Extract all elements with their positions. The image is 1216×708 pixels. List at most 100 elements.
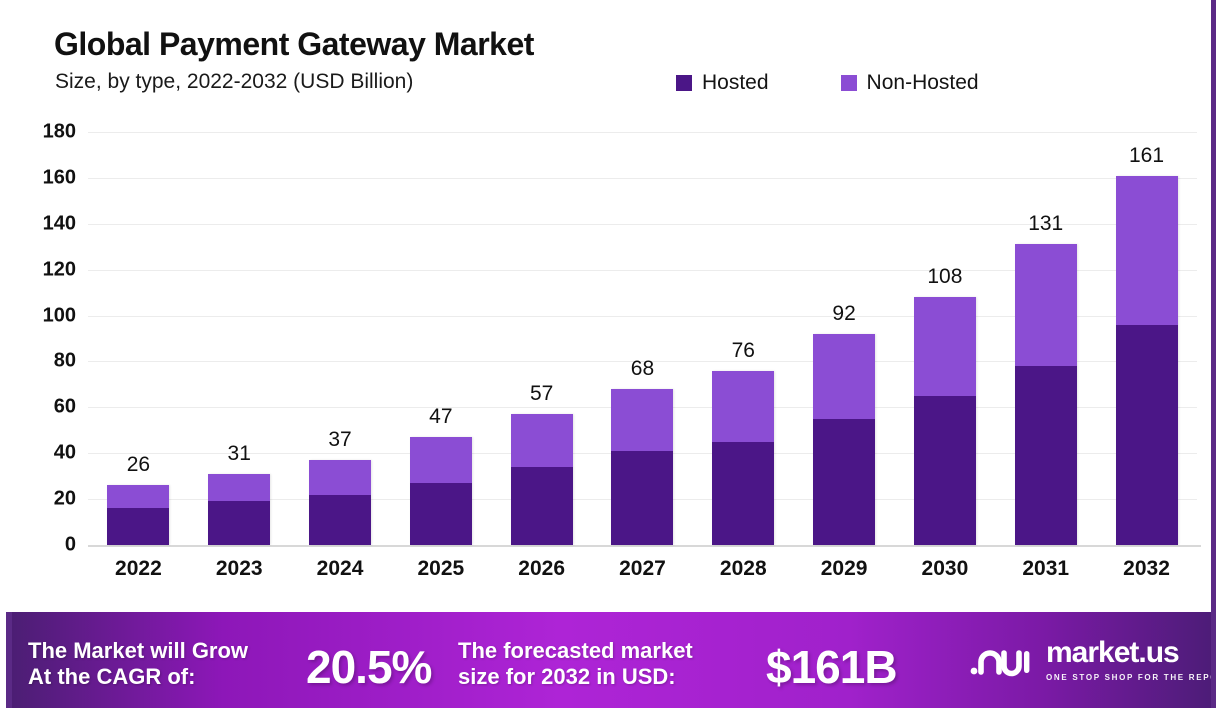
bar-stack[interactable] (1014, 244, 1077, 545)
summary-banner: The Market will Grow At the CAGR of: 20.… (0, 612, 1211, 708)
bar-segment-hosted[interactable] (611, 450, 674, 545)
square-swatch-icon (676, 75, 692, 91)
x-axis-tick-2024: 2024 (316, 557, 364, 580)
gridline (88, 177, 1197, 179)
bar-value-label: 47 (429, 405, 453, 429)
cagr-label-line1: The Market will Grow (28, 638, 249, 663)
bar-value-label: 37 (328, 428, 352, 452)
bar-group-2025[interactable]: 47 (390, 112, 491, 545)
gridline (88, 132, 1197, 133)
forecast-value: $161B (766, 641, 898, 693)
bar-stack[interactable] (813, 333, 876, 545)
y-axis-tick: 180 (42, 120, 76, 143)
y-axis-tick: 20 (53, 487, 76, 510)
gridline (88, 223, 1197, 225)
bar-segment-non-hosted[interactable] (208, 473, 271, 502)
gridline (88, 361, 1197, 363)
bar-group-2027[interactable]: 68 (592, 112, 693, 545)
bar-group-2030[interactable]: 108 (895, 112, 996, 545)
logo-wordmark: market.us (1046, 636, 1180, 669)
gridline (88, 269, 1197, 271)
cagr-value: 20.5% (306, 641, 432, 693)
banner-left-strip (6, 612, 12, 708)
bar-segment-non-hosted[interactable] (611, 389, 674, 451)
cagr-label-line2: At the CAGR of: (28, 663, 196, 689)
bar-value-label: 57 (529, 382, 554, 406)
bar-segment-hosted[interactable] (813, 418, 876, 545)
y-axis: 180 160 140 120 100 80 60 40 20 0 (0, 112, 88, 556)
bar-segment-hosted[interactable] (409, 483, 472, 545)
bar-group-2031[interactable]: 131 (995, 112, 1096, 545)
chart-header: Global Payment Gateway Market Size, by t… (0, 0, 1211, 112)
legend-label-non-hosted: Non-Hosted (866, 71, 979, 94)
bar-stack[interactable] (913, 297, 976, 545)
chart-plot-area: 180 160 140 120 100 80 60 40 20 0 26 31 37 47 57 68 76 9… (0, 112, 1211, 612)
x-axis-tick-2027: 2027 (619, 557, 666, 580)
page-title: Global Payment Gateway Market (54, 26, 534, 62)
bar-group-2022[interactable]: 26 (88, 112, 189, 545)
bar-stack[interactable] (107, 485, 170, 545)
bar-group-2029[interactable]: 92 (794, 112, 895, 545)
bar-segment-hosted[interactable] (510, 467, 573, 545)
bar-segment-non-hosted[interactable] (409, 437, 472, 484)
bar-series-group: 26 31 37 47 57 68 76 92 108 131 161 (88, 112, 1197, 545)
bar-stack[interactable] (510, 414, 573, 545)
y-axis-tick: 60 (53, 395, 76, 418)
bar-stack[interactable] (409, 437, 472, 545)
forecast-label-line2: size for 2032 in USD: (458, 663, 676, 689)
bar-segment-hosted[interactable] (309, 494, 372, 545)
bar-group-2024[interactable]: 37 (290, 112, 391, 545)
bar-group-2028[interactable]: 76 (693, 112, 794, 545)
forecast-label-line1: The forecasted market (458, 638, 693, 663)
x-axis-tick-2031: 2031 (1022, 557, 1070, 580)
x-axis-tick-2032: 2032 (1123, 557, 1170, 580)
bar-group-2023[interactable]: 31 (189, 112, 290, 545)
bar-segment-hosted[interactable] (712, 441, 775, 545)
y-axis-tick: 100 (42, 304, 76, 327)
bar-segment-non-hosted[interactable] (107, 485, 170, 509)
bar-segment-hosted[interactable] (208, 501, 271, 545)
y-axis-tick: 160 (42, 166, 76, 189)
y-axis-tick: 80 (53, 349, 76, 372)
bar-stack[interactable] (1115, 175, 1178, 545)
legend-item-non-hosted: Non-Hosted (840, 71, 979, 95)
bar-segment-hosted[interactable] (1014, 366, 1077, 545)
bar-segment-hosted[interactable] (913, 395, 976, 545)
logo-tagline: ONE STOP SHOP FOR THE REPORTS (1046, 673, 1211, 682)
bar-segment-non-hosted[interactable] (510, 414, 573, 467)
x-axis: 2022 2023 2024 2025 2026 2027 2028 2029 2030 2031… (88, 557, 1197, 581)
forecast-label: The forecasted market size for 2032 in U… (458, 638, 768, 690)
bar-stack[interactable] (208, 473, 271, 545)
x-axis-tick-2026: 2026 (518, 557, 566, 580)
bar-segment-non-hosted[interactable] (913, 297, 976, 396)
x-axis-tick-2025: 2025 (417, 557, 465, 580)
bar-group-2032[interactable]: 161 (1096, 112, 1197, 545)
chart-legend: Hosted Non-Hosted (676, 71, 979, 95)
bar-value-label: 68 (630, 356, 655, 380)
y-axis-tick: 0 (64, 533, 76, 556)
bar-value-label: 26 (126, 453, 151, 477)
bar-value-label: 31 (227, 441, 251, 465)
bar-stack[interactable] (309, 460, 372, 545)
bar-segment-non-hosted[interactable] (1014, 244, 1077, 367)
bar-segment-non-hosted[interactable] (813, 333, 876, 419)
x-axis-tick-2023: 2023 (215, 557, 263, 580)
bar-value-label: 92 (832, 301, 856, 325)
legend-item-hosted: Hosted (676, 71, 769, 95)
bar-segment-non-hosted[interactable] (712, 370, 775, 442)
brand-logo: market.us ONE STOP SHOP FOR THE REPORTS (968, 636, 1211, 683)
bar-group-2026[interactable]: 57 (491, 112, 592, 545)
bar-stack[interactable] (611, 389, 674, 545)
logo-text: market.us ONE STOP SHOP FOR THE REPORTS (1046, 636, 1211, 683)
bar-segment-non-hosted[interactable] (309, 460, 372, 495)
market-us-logo-mark-icon (968, 640, 1034, 680)
frame-left-edge (0, 0, 4, 612)
bar-segment-hosted[interactable] (107, 508, 170, 545)
bar-segment-non-hosted[interactable] (1115, 175, 1178, 325)
bar-value-label: 161 (1129, 143, 1165, 167)
bar-stack[interactable] (712, 370, 775, 545)
y-axis-tick: 40 (53, 441, 76, 464)
bar-segment-hosted[interactable] (1115, 324, 1178, 545)
x-axis-tick-2022: 2022 (115, 557, 162, 580)
